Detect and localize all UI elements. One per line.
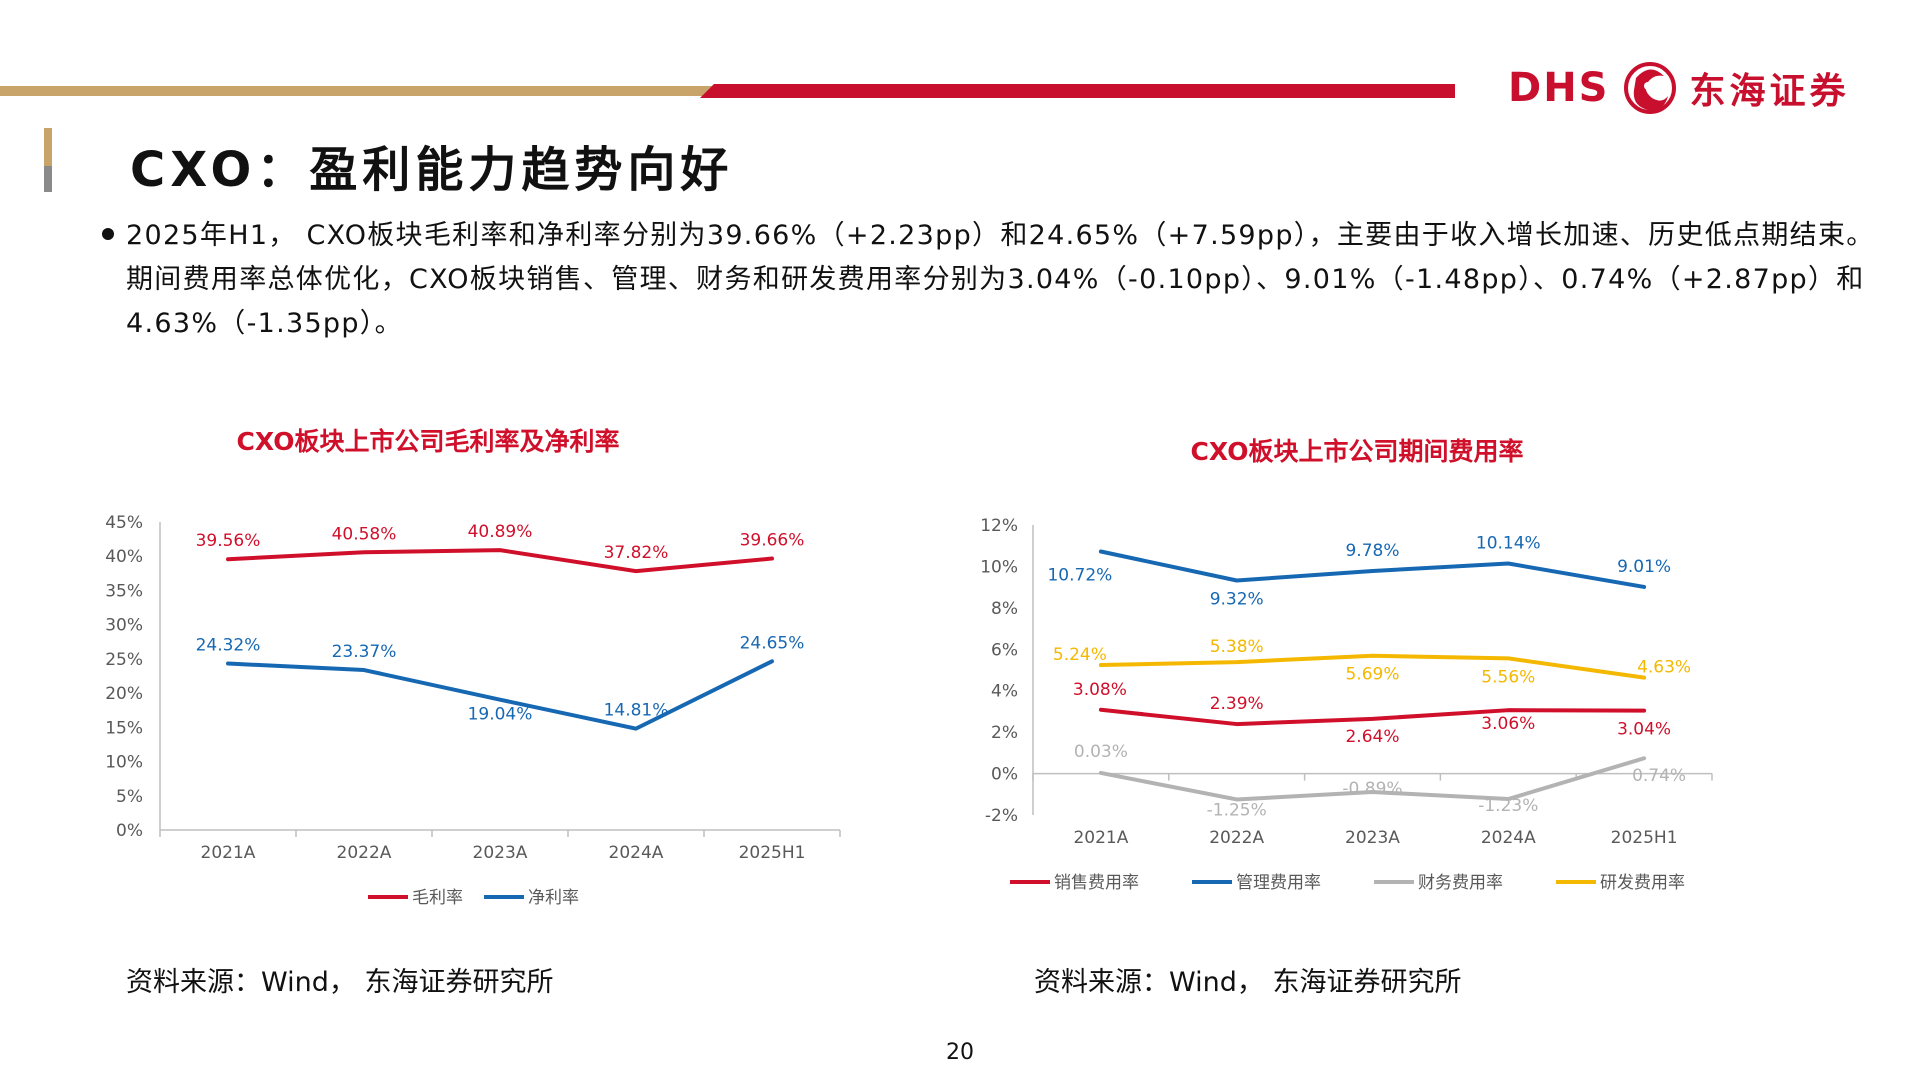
- chart-gross-net-margin: CXO板块上市公司毛利率及净利率 0% 5% 10% 15% 20% 25% 30% 35% 40…: [105, 427, 841, 908]
- chart-expense-ratios: CXO板块上市公司期间费用率 -2% 0% 2% 4% 6% 8% 10% 12% 2021A 20…: [980, 437, 1713, 893]
- logo-text: DHS: [1508, 65, 1610, 111]
- x-tick-label: 2024A: [1481, 828, 1536, 848]
- y-tick-label: 10%: [105, 753, 143, 773]
- y-tick-label: 40%: [105, 547, 143, 567]
- data-label: 24.32%: [196, 636, 261, 656]
- x-tick-label: 2022A: [1209, 828, 1264, 848]
- y-tick-label: 6%: [991, 640, 1018, 660]
- legend-label: 毛利率: [412, 888, 463, 908]
- data-label: 5.69%: [1345, 665, 1399, 685]
- data-label: 4.63%: [1637, 658, 1691, 678]
- data-label: 40.58%: [332, 524, 397, 544]
- title-accent-gray: [44, 166, 52, 192]
- data-label: 9.78%: [1345, 541, 1399, 561]
- x-tick-label: 2023A: [1345, 828, 1400, 848]
- x-tick-label: 2025H1: [739, 843, 806, 863]
- legend-label: 销售费用率: [1054, 873, 1139, 893]
- page-title: CXO：盈利能力趋势向好: [130, 142, 734, 198]
- x-tick-label: 2022A: [337, 843, 392, 863]
- legend-label: 管理费用率: [1236, 873, 1321, 893]
- data-label: 24.65%: [740, 633, 805, 653]
- y-tick-label: 0%: [116, 821, 143, 841]
- x-tick-label: 2023A: [473, 843, 528, 863]
- data-label: 39.66%: [740, 531, 805, 551]
- data-label: 10.14%: [1476, 534, 1541, 554]
- y-tick-label: 4%: [991, 682, 1018, 702]
- x-tick-label: 2024A: [609, 843, 664, 863]
- x-tick-label: 2021A: [1073, 828, 1128, 848]
- bullet-dot: [102, 228, 114, 240]
- data-label: 3.04%: [1617, 720, 1671, 740]
- y-tick-label: 45%: [105, 513, 143, 533]
- data-label: 23.37%: [332, 642, 397, 662]
- y-tick-label: -2%: [985, 806, 1018, 826]
- legend-label: 研发费用率: [1600, 873, 1685, 893]
- data-label: 39.56%: [196, 531, 261, 551]
- data-label: -0.89%: [1342, 779, 1402, 799]
- legend-label: 财务费用率: [1418, 873, 1503, 893]
- series-line-毛利率: [226, 548, 774, 574]
- source-note-right: 资料来源：Wind， 东海证券研究所: [1034, 967, 1462, 998]
- y-tick-label: 30%: [105, 616, 143, 636]
- data-label: -1.23%: [1478, 796, 1538, 816]
- x-tick-label: 2021A: [201, 843, 256, 863]
- title-accent-gold: [44, 128, 52, 166]
- dragon-icon: [1623, 62, 1676, 114]
- data-label: 37.82%: [604, 543, 669, 563]
- y-tick-label: 5%: [116, 787, 143, 807]
- data-label: 0.74%: [1632, 766, 1686, 786]
- data-label: 3.06%: [1481, 714, 1535, 734]
- y-tick-label: 8%: [991, 599, 1018, 619]
- y-tick-label: 0%: [991, 765, 1018, 785]
- data-label: 5.24%: [1053, 645, 1107, 665]
- data-label: 2.64%: [1345, 727, 1399, 747]
- data-label: 10.72%: [1047, 566, 1112, 586]
- series-line-净利率: [226, 659, 774, 731]
- series-line-研发费用率: [1098, 653, 1647, 680]
- legend-label: 净利率: [528, 888, 579, 908]
- chart-title: CXO板块上市公司毛利率及净利率: [237, 427, 620, 456]
- series-line-管理费用率: [1098, 549, 1647, 589]
- y-tick-label: 2%: [991, 723, 1018, 743]
- data-label: 9.01%: [1617, 557, 1671, 577]
- x-tick-label: 2025H1: [1611, 828, 1678, 848]
- company-logo: DHS 东海证券: [1508, 50, 1888, 126]
- y-tick-label: 15%: [105, 718, 143, 738]
- data-label: 14.81%: [604, 701, 669, 721]
- data-label: 5.56%: [1481, 667, 1535, 687]
- y-tick-label: 20%: [105, 684, 143, 704]
- page-number: 20: [946, 1040, 974, 1065]
- data-label: 40.89%: [468, 522, 533, 542]
- chart-title: CXO板块上市公司期间费用率: [1191, 437, 1524, 466]
- source-note-left: 资料来源：Wind， 东海证券研究所: [126, 967, 554, 998]
- header-band-red: [700, 84, 1455, 98]
- logo-cn-text: 东海证券: [1689, 71, 1850, 112]
- series-line-销售费用率: [1098, 707, 1647, 727]
- data-label: 0.03%: [1074, 742, 1128, 762]
- y-tick-label: 12%: [980, 516, 1018, 536]
- data-label: 3.08%: [1073, 680, 1127, 700]
- series-line-财务费用率: [1098, 756, 1647, 802]
- data-label: 19.04%: [468, 705, 533, 725]
- data-label: 5.38%: [1210, 637, 1264, 657]
- bullet-paragraph: 2025年H1， CXO板块毛利率和净利率分别为39.66%（+2.23pp）和…: [126, 220, 1875, 339]
- header-band-gold: [0, 86, 712, 96]
- data-label: -1.25%: [1207, 800, 1267, 820]
- y-tick-label: 35%: [105, 581, 143, 601]
- y-tick-label: 25%: [105, 650, 143, 670]
- data-label: 2.39%: [1210, 694, 1264, 714]
- y-tick-label: 10%: [980, 557, 1018, 577]
- data-label: 9.32%: [1210, 590, 1264, 610]
